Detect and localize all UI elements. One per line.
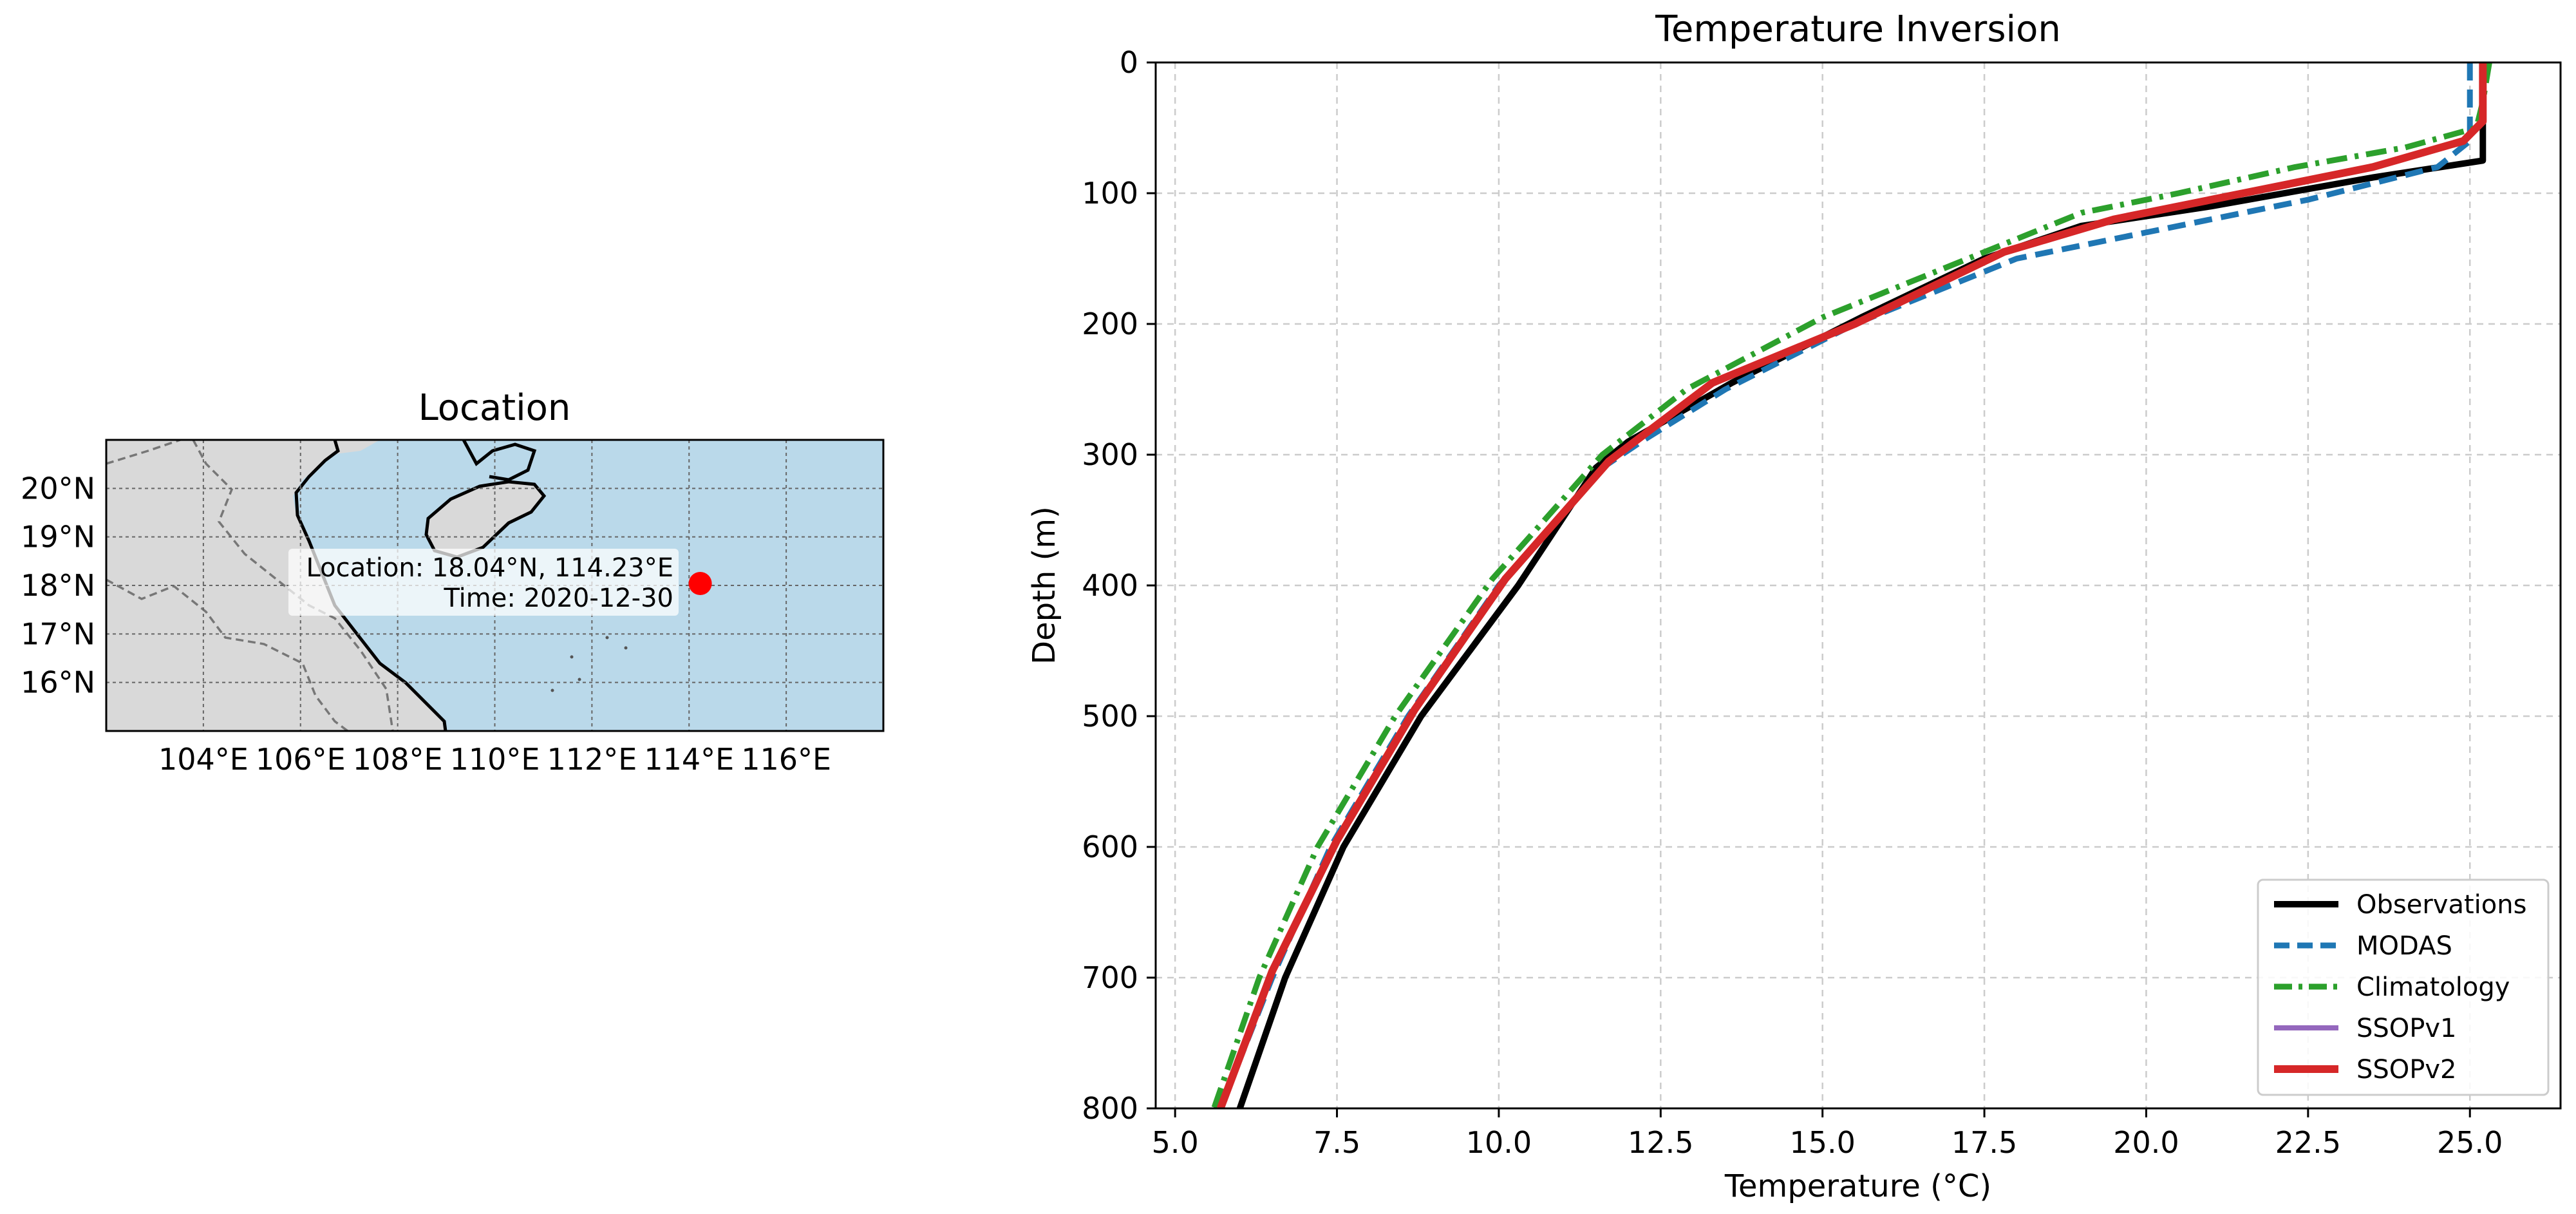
lon-tick-label: 108°E <box>353 742 443 777</box>
lon-tick-label: 114°E <box>644 742 734 777</box>
legend-label: Climatology <box>2356 972 2510 1002</box>
annotation-time: Time: 2020-12-30 <box>443 583 673 613</box>
legend: Observations MODAS Climatology SSOPv1 SSOPv2 <box>2258 880 2548 1095</box>
islet-4 <box>578 678 581 681</box>
x-tick-label: 20.0 <box>2113 1125 2179 1160</box>
lat-tick-label: 17°N <box>21 616 95 651</box>
lon-tick-label: 104°E <box>158 742 249 777</box>
x-axis-label: Temperature (°C) <box>1724 1168 1991 1204</box>
legend-label: Observations <box>2356 890 2526 920</box>
x-tick-label: 22.5 <box>2275 1125 2341 1160</box>
legend-label: SSOPv1 <box>2356 1014 2457 1043</box>
x-tick-label: 5.0 <box>1152 1125 1199 1160</box>
y-tick-label: 500 <box>1082 699 1138 734</box>
x-tick-label: 15.0 <box>1789 1125 1855 1160</box>
lon-tick-label: 106°E <box>256 742 346 777</box>
lat-tick-label: 20°N <box>21 471 95 506</box>
y-tick-label: 700 <box>1082 960 1138 995</box>
x-tick-label: 7.5 <box>1313 1125 1360 1160</box>
y-tick-label: 100 <box>1082 176 1138 211</box>
islet-5 <box>551 689 554 692</box>
lat-tick-label: 19°N <box>21 520 95 555</box>
y-tick-label: 600 <box>1082 830 1138 864</box>
x-tick-label: 17.5 <box>1951 1125 2017 1160</box>
x-tick-label: 25.0 <box>2437 1125 2503 1160</box>
y-tick-label: 400 <box>1082 568 1138 603</box>
lon-tick-label: 116°E <box>741 742 831 777</box>
legend-label: MODAS <box>2356 931 2452 961</box>
chart-title: Temperature Inversion <box>1655 8 2061 50</box>
annotation-location: Location: 18.04°N, 114.23°E <box>306 553 673 583</box>
profile-chart: Temperature Inversion 5.0 7.5 10.0 12.5 15.0… <box>1026 8 2561 1204</box>
legend-label: SSOPv2 <box>2356 1055 2457 1085</box>
y-tick-label: 300 <box>1082 437 1138 472</box>
lon-tick-label: 110°E <box>450 742 540 777</box>
lat-tick-label: 18°N <box>21 568 95 603</box>
y-axis-label: Depth (m) <box>1026 506 1062 665</box>
location-annotation: Location: 18.04°N, 114.23°E Time: 2020-1… <box>288 549 679 616</box>
lat-tick-label: 16°N <box>21 665 95 700</box>
map-title: Location <box>418 387 571 429</box>
islet-1 <box>606 636 609 640</box>
y-tick-label: 200 <box>1082 307 1138 341</box>
islet-2 <box>625 647 628 650</box>
y-tick-label: 800 <box>1082 1091 1138 1126</box>
x-tick-label: 12.5 <box>1628 1125 1693 1160</box>
map-panel: Location 104°E 106°E 108°E 110°E 112°E 114°E 1… <box>21 387 883 777</box>
islet-3 <box>570 656 574 659</box>
y-tick-label: 0 <box>1120 45 1138 80</box>
location-marker <box>689 572 712 595</box>
x-tick-label: 10.0 <box>1466 1125 1532 1160</box>
lon-tick-label: 112°E <box>547 742 637 777</box>
